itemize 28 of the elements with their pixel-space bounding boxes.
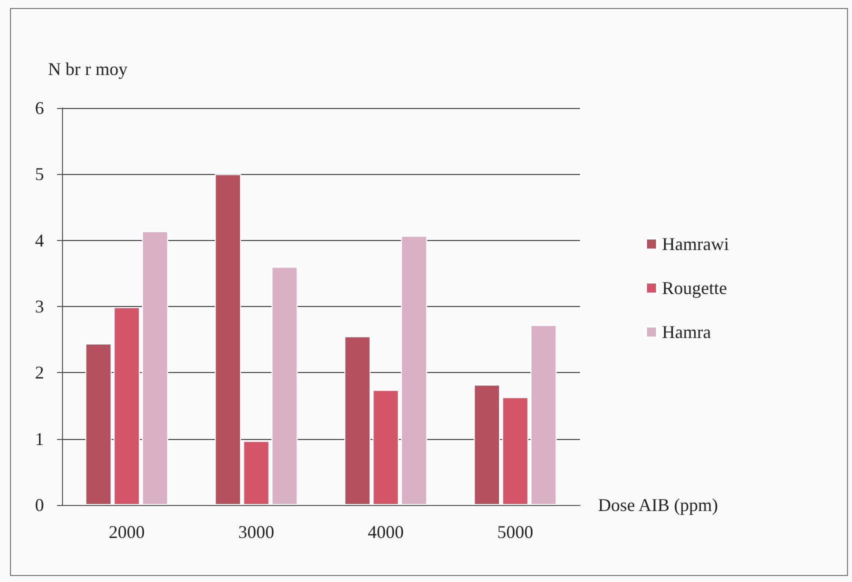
x-tick-label: 2000 [108,522,145,542]
bar [530,325,557,505]
bar [372,390,399,505]
bar [243,440,270,505]
bar [85,344,112,505]
x-axis-title: Dose AIB (ppm) [598,495,718,515]
y-tick-label: 1 [35,428,44,449]
y-tick-label: 0 [35,495,44,515]
legend-label: Rougette [662,278,727,298]
y-tick-label: 4 [35,230,44,250]
x-tick-label: 3000 [238,522,274,542]
y-tick-label: 5 [35,164,44,184]
x-tick-label: 5000 [497,522,534,542]
y-axis-title: N br r moy [48,59,128,79]
bar [400,236,428,505]
bar [502,397,528,505]
legend-label: Hamrawi [662,234,729,254]
x-tick-label: 4000 [368,522,404,542]
y-tick-label: 2 [35,362,44,383]
bar [271,266,298,505]
bar [142,231,168,505]
y-tick-label: 3 [35,296,44,316]
bar [114,307,140,505]
bar [474,384,500,505]
y-tick-label: 6 [35,98,44,118]
bar [344,336,371,505]
bar [214,174,242,505]
legend-label: Hamra [662,322,711,342]
